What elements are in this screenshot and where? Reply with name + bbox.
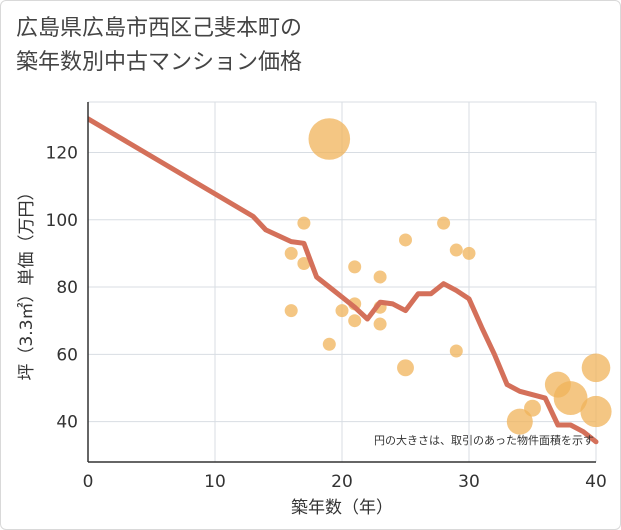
bubble-point [348,260,362,274]
bubble-point [297,256,311,270]
y-tick-label: 80 [56,278,78,298]
bubble-point [373,270,387,284]
size-annotation: 円の大きさは、取引のあった物件面積を示す [374,433,594,447]
x-axis-label: 築年数（年） [291,498,393,518]
bubble-point [399,233,412,247]
bubble-point [524,399,541,417]
chart-title-line2: 築年数別中古マンション価格 [16,50,303,75]
y-axis-label: 坪（3.3㎡）単価（万円） [17,183,37,380]
bubble-series [284,118,612,435]
x-tick-label: 30 [458,472,480,492]
bubble-point [581,353,611,383]
bubble-point [373,317,387,331]
chart-title-line1: 広島県広島市西区己斐本町の [16,16,303,41]
bubble-point [580,395,612,428]
grid-lines [88,101,597,462]
bubble-point [284,246,298,260]
y-tick-label: 40 [56,413,78,433]
trend-series [88,116,599,445]
bubble-point [449,344,463,358]
bubble-point [397,359,414,377]
bubble-point [297,216,311,230]
bubble-point [437,216,451,230]
bubble-point [335,304,349,318]
x-tick-label: 0 [83,472,94,492]
axes: 0 10 20 30 40 40 60 80 100 120 [46,102,607,492]
trend-line [88,116,599,445]
y-tick-label: 120 [46,143,78,163]
bubble-point [284,304,298,318]
bubble-point [506,408,533,435]
x-tick-label: 20 [331,472,353,492]
bubble-point [322,337,336,351]
bubble-point [449,243,463,257]
y-tick-label: 100 [46,211,78,231]
x-tick-label: 10 [204,472,226,492]
chart-title: 広島県広島市西区己斐本町の 築年数別中古マンション価格 [16,12,302,80]
x-tick-label: 40 [585,472,607,492]
bubble-point [462,246,476,260]
y-tick-label: 60 [56,345,78,365]
bubble-point [348,314,362,328]
bubble-point [553,381,588,415]
bubble-point [308,118,351,160]
